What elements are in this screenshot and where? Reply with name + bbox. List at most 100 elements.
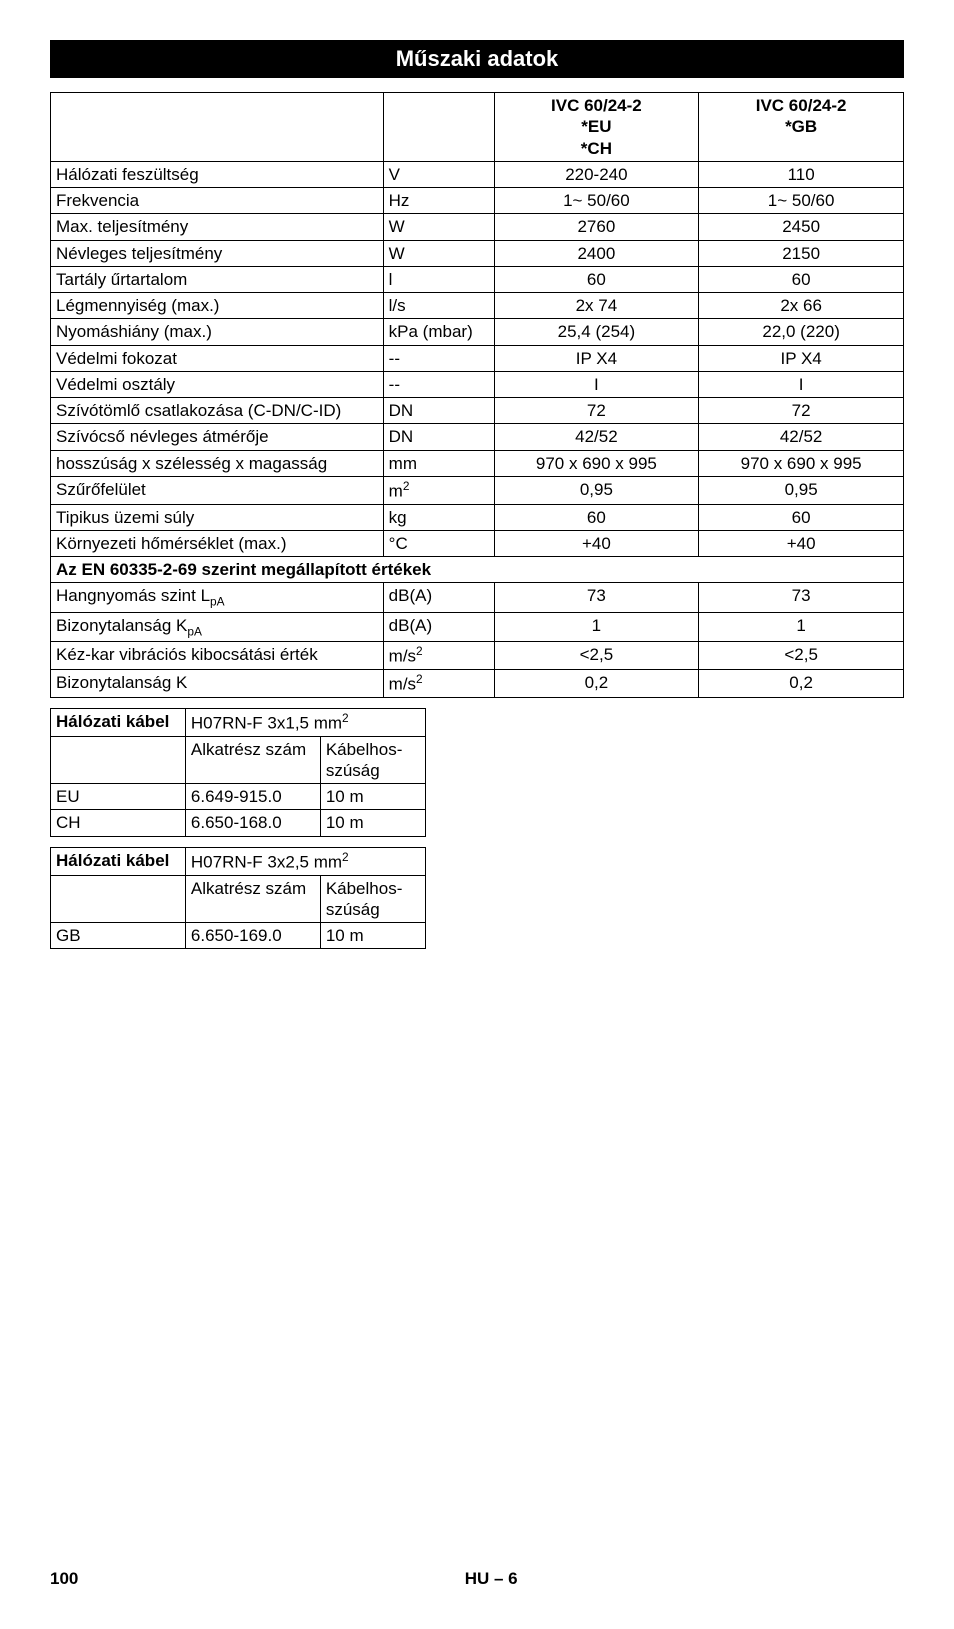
table-row: Névleges teljesítményW24002150	[51, 240, 904, 266]
spec-value: 73	[699, 583, 904, 612]
section-row: Az EN 60335-2-69 szerint megállapított é…	[51, 557, 904, 583]
spec-label: Kéz-kar vibrációs kibocsátási érték	[51, 641, 384, 669]
spec-value: <2,5	[699, 641, 904, 669]
spec-unit: dB(A)	[383, 612, 494, 641]
spec-unit: m/s2	[383, 669, 494, 697]
cable-spec: H07RN-F 3x2,5 mm2	[185, 847, 425, 875]
spec-label: Környezeti hőmérséklet (max.)	[51, 530, 384, 556]
table-row: Légmennyiség (max.)l/s2x 742x 66	[51, 293, 904, 319]
table-row: Szívócső névleges átmérőjeDN42/5242/52	[51, 424, 904, 450]
spec-label: Max. teljesítmény	[51, 214, 384, 240]
spec-unit: V	[383, 161, 494, 187]
spec-value: 110	[699, 161, 904, 187]
spec-unit: DN	[383, 424, 494, 450]
table-row: Hálózati feszültségV220-240110	[51, 161, 904, 187]
footer-code: HU – 6	[50, 1569, 904, 1589]
table-row: Tartály űrtartaloml6060	[51, 266, 904, 292]
col-label: Alkatrész szám	[185, 875, 320, 923]
table-row: Védelmi osztály--II	[51, 371, 904, 397]
table-row: Bizonytalanság KpAdB(A)11	[51, 612, 904, 641]
spec-label: Tartály űrtartalom	[51, 266, 384, 292]
cable-cell: GB	[51, 923, 186, 949]
spec-label: Légmennyiség (max.)	[51, 293, 384, 319]
spec-value: I	[699, 371, 904, 397]
col-label: Kábelhos-szúság	[320, 875, 425, 923]
spec-value: 0,95	[494, 476, 699, 504]
spec-value: IP X4	[699, 345, 904, 371]
spec-value: +40	[699, 530, 904, 556]
spec-value: IP X4	[494, 345, 699, 371]
spec-value: 2x 66	[699, 293, 904, 319]
table-row: Szívótömlő csatlakozása (C-DN/C-ID)DN727…	[51, 398, 904, 424]
table-row: Nyomáshiány (max.)kPa (mbar)25,4 (254)22…	[51, 319, 904, 345]
spec-value: +40	[494, 530, 699, 556]
table-row: Szűrőfelületm20,950,95	[51, 476, 904, 504]
col-label: Alkatrész szám	[185, 736, 320, 784]
spec-value: 2760	[494, 214, 699, 240]
spec-label: Frekvencia	[51, 188, 384, 214]
table-row: FrekvenciaHz1~ 50/601~ 50/60	[51, 188, 904, 214]
spec-unit: l/s	[383, 293, 494, 319]
spec-value: 1	[699, 612, 904, 641]
spec-label: Névleges teljesítmény	[51, 240, 384, 266]
cable-cell: EU	[51, 784, 186, 810]
spec-label: Hangnyomás szint LpA	[51, 583, 384, 612]
table-row: Bizonytalanság Km/s20,20,2	[51, 669, 904, 697]
cable-cell: CH	[51, 810, 186, 836]
spec-value: 0,95	[699, 476, 904, 504]
spec-label: Bizonytalanság KpA	[51, 612, 384, 641]
spec-value: 60	[699, 504, 904, 530]
spec-value: 42/52	[494, 424, 699, 450]
cable-cell: 6.650-168.0	[185, 810, 320, 836]
cable-cell: 6.649-915.0	[185, 784, 320, 810]
spec-unit: DN	[383, 398, 494, 424]
header-model-eu: IVC 60/24-2 *EU *CH	[494, 93, 699, 162]
spec-label: Tipikus üzemi súly	[51, 504, 384, 530]
spec-unit: °C	[383, 530, 494, 556]
table-row: EU6.649-915.010 m	[51, 784, 426, 810]
col-label: Kábelhos-szúság	[320, 736, 425, 784]
spec-label: Védelmi fokozat	[51, 345, 384, 371]
spec-value: 60	[494, 266, 699, 292]
cable-cell: 6.650-169.0	[185, 923, 320, 949]
spec-value: 2x 74	[494, 293, 699, 319]
spec-label: Szívócső névleges átmérője	[51, 424, 384, 450]
spec-unit: l	[383, 266, 494, 292]
spec-value: 60	[699, 266, 904, 292]
table-row: CH6.650-168.010 m	[51, 810, 426, 836]
spec-value: 73	[494, 583, 699, 612]
table-row: Kéz-kar vibrációs kibocsátási értékm/s2<…	[51, 641, 904, 669]
spec-unit: kg	[383, 504, 494, 530]
spec-value: <2,5	[494, 641, 699, 669]
spec-value: I	[494, 371, 699, 397]
spec-label: Nyomáshiány (max.)	[51, 319, 384, 345]
spec-value: 60	[494, 504, 699, 530]
cable-cell: 10 m	[320, 810, 425, 836]
spec-value: 2450	[699, 214, 904, 240]
page-footer: 100 HU – 6	[50, 1569, 904, 1589]
table-row: Környezeti hőmérséklet (max.)°C+40+40	[51, 530, 904, 556]
spec-value: 1~ 50/60	[494, 188, 699, 214]
spec-value: 1	[494, 612, 699, 641]
spec-value: 42/52	[699, 424, 904, 450]
spec-unit: mm	[383, 450, 494, 476]
table-row: Hangnyomás szint LpAdB(A)7373	[51, 583, 904, 612]
specs-table: IVC 60/24-2 *EU *CH IVC 60/24-2 *GB Háló…	[50, 92, 904, 698]
table-row: Alkatrész szám Kábelhos-szúság	[51, 736, 426, 784]
table-row: Hálózati kábel H07RN-F 3x2,5 mm2	[51, 847, 426, 875]
spec-label: Szűrőfelület	[51, 476, 384, 504]
spec-value: 1~ 50/60	[699, 188, 904, 214]
cable-head: Hálózati kábel	[51, 847, 186, 875]
cable-table-2: Hálózati kábel H07RN-F 3x2,5 mm2 Alkatré…	[50, 847, 426, 950]
cable-head: Hálózati kábel	[51, 708, 186, 736]
table-row: GB6.650-169.010 m	[51, 923, 426, 949]
spec-value: 25,4 (254)	[494, 319, 699, 345]
cable-cell: 10 m	[320, 923, 425, 949]
spec-label: hosszúság x szélesség x magasság	[51, 450, 384, 476]
table-row: Tipikus üzemi súlykg6060	[51, 504, 904, 530]
cable-table-1: Hálózati kábel H07RN-F 3x1,5 mm2 Alkatré…	[50, 708, 426, 837]
spec-unit: dB(A)	[383, 583, 494, 612]
spec-value: 72	[699, 398, 904, 424]
table-header-row: IVC 60/24-2 *EU *CH IVC 60/24-2 *GB	[51, 93, 904, 162]
header-model-gb: IVC 60/24-2 *GB	[699, 93, 904, 162]
